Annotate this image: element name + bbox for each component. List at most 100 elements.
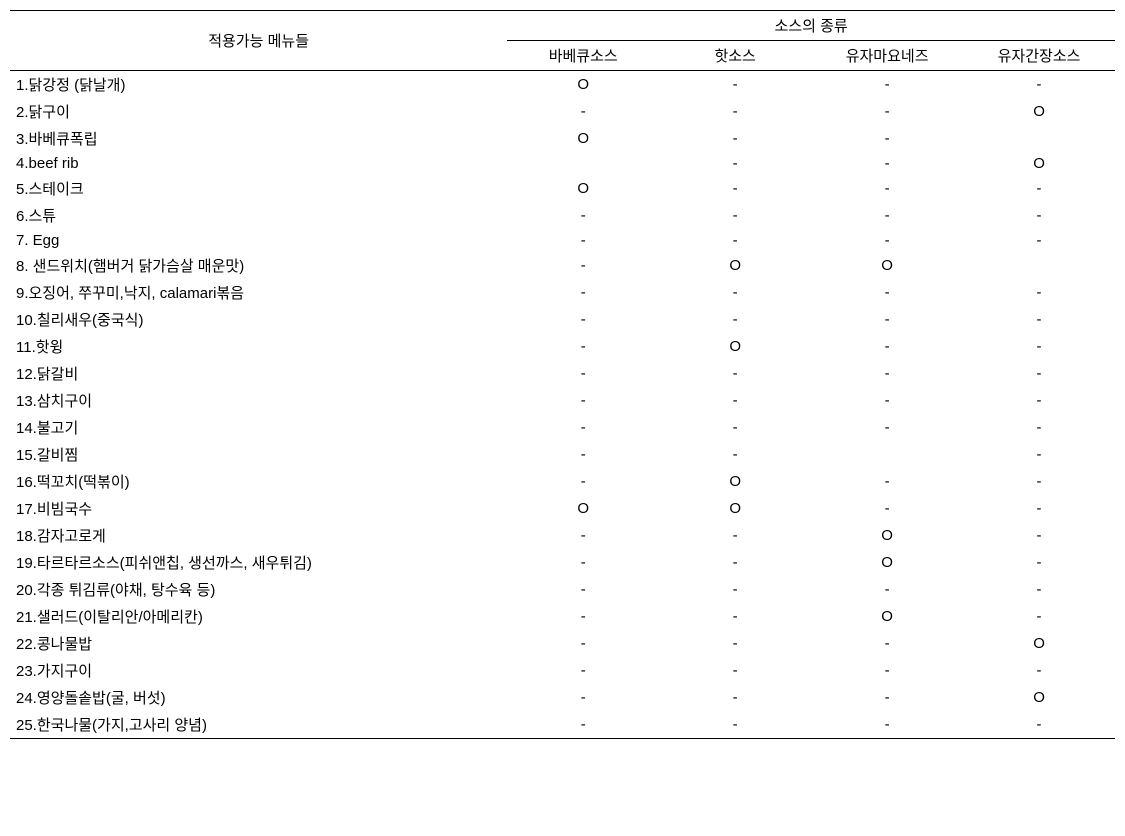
value-cell: - [507, 279, 659, 306]
menu-cell: 23.가지구이 [10, 657, 507, 684]
table-header: 적용가능 메뉴들 소스의 종류 바베큐소스 핫소스 유자마요네즈 유자간장소스 [10, 11, 1115, 71]
sauce-applicability-table: 적용가능 메뉴들 소스의 종류 바베큐소스 핫소스 유자마요네즈 유자간장소스 … [10, 10, 1115, 739]
value-cell: - [507, 98, 659, 125]
value-cell: - [963, 71, 1115, 99]
table-row: 9.오징어, 쭈꾸미,낙지, calamari볶음---- [10, 279, 1115, 306]
value-cell: O [811, 603, 963, 630]
value-cell: - [659, 279, 811, 306]
value-cell: O [659, 495, 811, 522]
menu-cell: 17.비빔국수 [10, 495, 507, 522]
menu-cell: 8. 샌드위치(햄버거 닭가슴살 매운맛) [10, 252, 507, 279]
table-row: 14.불고기---- [10, 414, 1115, 441]
table-row: 8. 샌드위치(햄버거 닭가슴살 매운맛)-OO [10, 252, 1115, 279]
value-cell: - [963, 495, 1115, 522]
menu-cell: 5.스테이크 [10, 175, 507, 202]
value-cell: - [963, 522, 1115, 549]
value-cell: O [659, 468, 811, 495]
table-row: 3.바베큐폭립O-- [10, 125, 1115, 152]
value-cell: - [507, 441, 659, 468]
value-cell: - [811, 630, 963, 657]
value-cell: - [507, 360, 659, 387]
value-cell: - [963, 229, 1115, 252]
value-cell: - [963, 333, 1115, 360]
menu-cell: 7. Egg [10, 229, 507, 252]
value-cell: - [659, 684, 811, 711]
value-cell: O [811, 522, 963, 549]
table-row: 1.닭강정 (닭날개)O--- [10, 71, 1115, 99]
value-cell: O [811, 252, 963, 279]
menu-cell: 19.타르타르소스(피쉬앤칩, 생선까스, 새우튀김) [10, 549, 507, 576]
value-cell: - [811, 657, 963, 684]
value-cell: - [811, 387, 963, 414]
value-cell: O [963, 630, 1115, 657]
value-cell: - [659, 202, 811, 229]
sauce-column-header: 유자간장소스 [963, 41, 1115, 71]
value-cell: - [507, 414, 659, 441]
table-row: 23.가지구이---- [10, 657, 1115, 684]
value-cell: - [963, 306, 1115, 333]
menu-cell: 25.한국나물(가지,고사리 양념) [10, 711, 507, 739]
value-cell: - [507, 387, 659, 414]
value-cell: - [963, 202, 1115, 229]
value-cell: - [963, 441, 1115, 468]
menu-cell: 6.스튜 [10, 202, 507, 229]
value-cell: - [811, 175, 963, 202]
menu-cell: 12.닭갈비 [10, 360, 507, 387]
value-cell: - [507, 306, 659, 333]
value-cell: - [659, 414, 811, 441]
value-cell: - [659, 576, 811, 603]
value-cell: - [811, 229, 963, 252]
table-row: 10.칠리새우(중국식)---- [10, 306, 1115, 333]
value-cell: - [811, 711, 963, 739]
table-row: 12.닭갈비---- [10, 360, 1115, 387]
value-cell: O [659, 252, 811, 279]
menu-cell: 13.삼치구이 [10, 387, 507, 414]
menu-cell: 11.핫윙 [10, 333, 507, 360]
value-cell: - [507, 229, 659, 252]
table-row: 17.비빔국수OO-- [10, 495, 1115, 522]
sauce-group-header: 소스의 종류 [507, 11, 1115, 41]
table-row: 20.각종 튀김류(야채, 탕수육 등)---- [10, 576, 1115, 603]
value-cell [963, 252, 1115, 279]
value-cell: - [811, 306, 963, 333]
value-cell: - [507, 603, 659, 630]
value-cell: O [507, 125, 659, 152]
menu-cell: 10.칠리새우(중국식) [10, 306, 507, 333]
menu-cell: 2.닭구이 [10, 98, 507, 125]
menu-column-header: 적용가능 메뉴들 [10, 11, 507, 71]
value-cell: - [659, 441, 811, 468]
value-cell [963, 125, 1115, 152]
value-cell: - [811, 684, 963, 711]
value-cell: - [963, 657, 1115, 684]
value-cell: - [507, 630, 659, 657]
value-cell: - [963, 360, 1115, 387]
value-cell: - [659, 306, 811, 333]
value-cell: O [963, 152, 1115, 175]
value-cell: O [507, 175, 659, 202]
value-cell: - [659, 175, 811, 202]
menu-cell: 24.영양돌솥밥(굴, 버섯) [10, 684, 507, 711]
value-cell: - [659, 152, 811, 175]
value-cell: - [963, 387, 1115, 414]
value-cell: - [811, 152, 963, 175]
table-row: 24.영양돌솥밥(굴, 버섯)---O [10, 684, 1115, 711]
table-row: 21.샐러드(이탈리안/아메리칸)--O- [10, 603, 1115, 630]
value-cell: O [507, 71, 659, 99]
menu-cell: 18.감자고로게 [10, 522, 507, 549]
table-body: 1.닭강정 (닭날개)O---2.닭구이---O3.바베큐폭립O--4.beef… [10, 71, 1115, 739]
value-cell: - [963, 468, 1115, 495]
value-cell: - [659, 630, 811, 657]
value-cell: - [811, 333, 963, 360]
menu-cell: 22.콩나물밥 [10, 630, 507, 657]
sauce-column-header: 핫소스 [659, 41, 811, 71]
value-cell: - [963, 549, 1115, 576]
table-row: 19.타르타르소스(피쉬앤칩, 생선까스, 새우튀김)--O- [10, 549, 1115, 576]
value-cell: - [507, 522, 659, 549]
menu-cell: 1.닭강정 (닭날개) [10, 71, 507, 99]
value-cell: - [811, 576, 963, 603]
value-cell: - [811, 360, 963, 387]
value-cell: - [963, 576, 1115, 603]
value-cell: - [659, 522, 811, 549]
table-row: 4.beef rib--O [10, 152, 1115, 175]
value-cell: O [507, 495, 659, 522]
